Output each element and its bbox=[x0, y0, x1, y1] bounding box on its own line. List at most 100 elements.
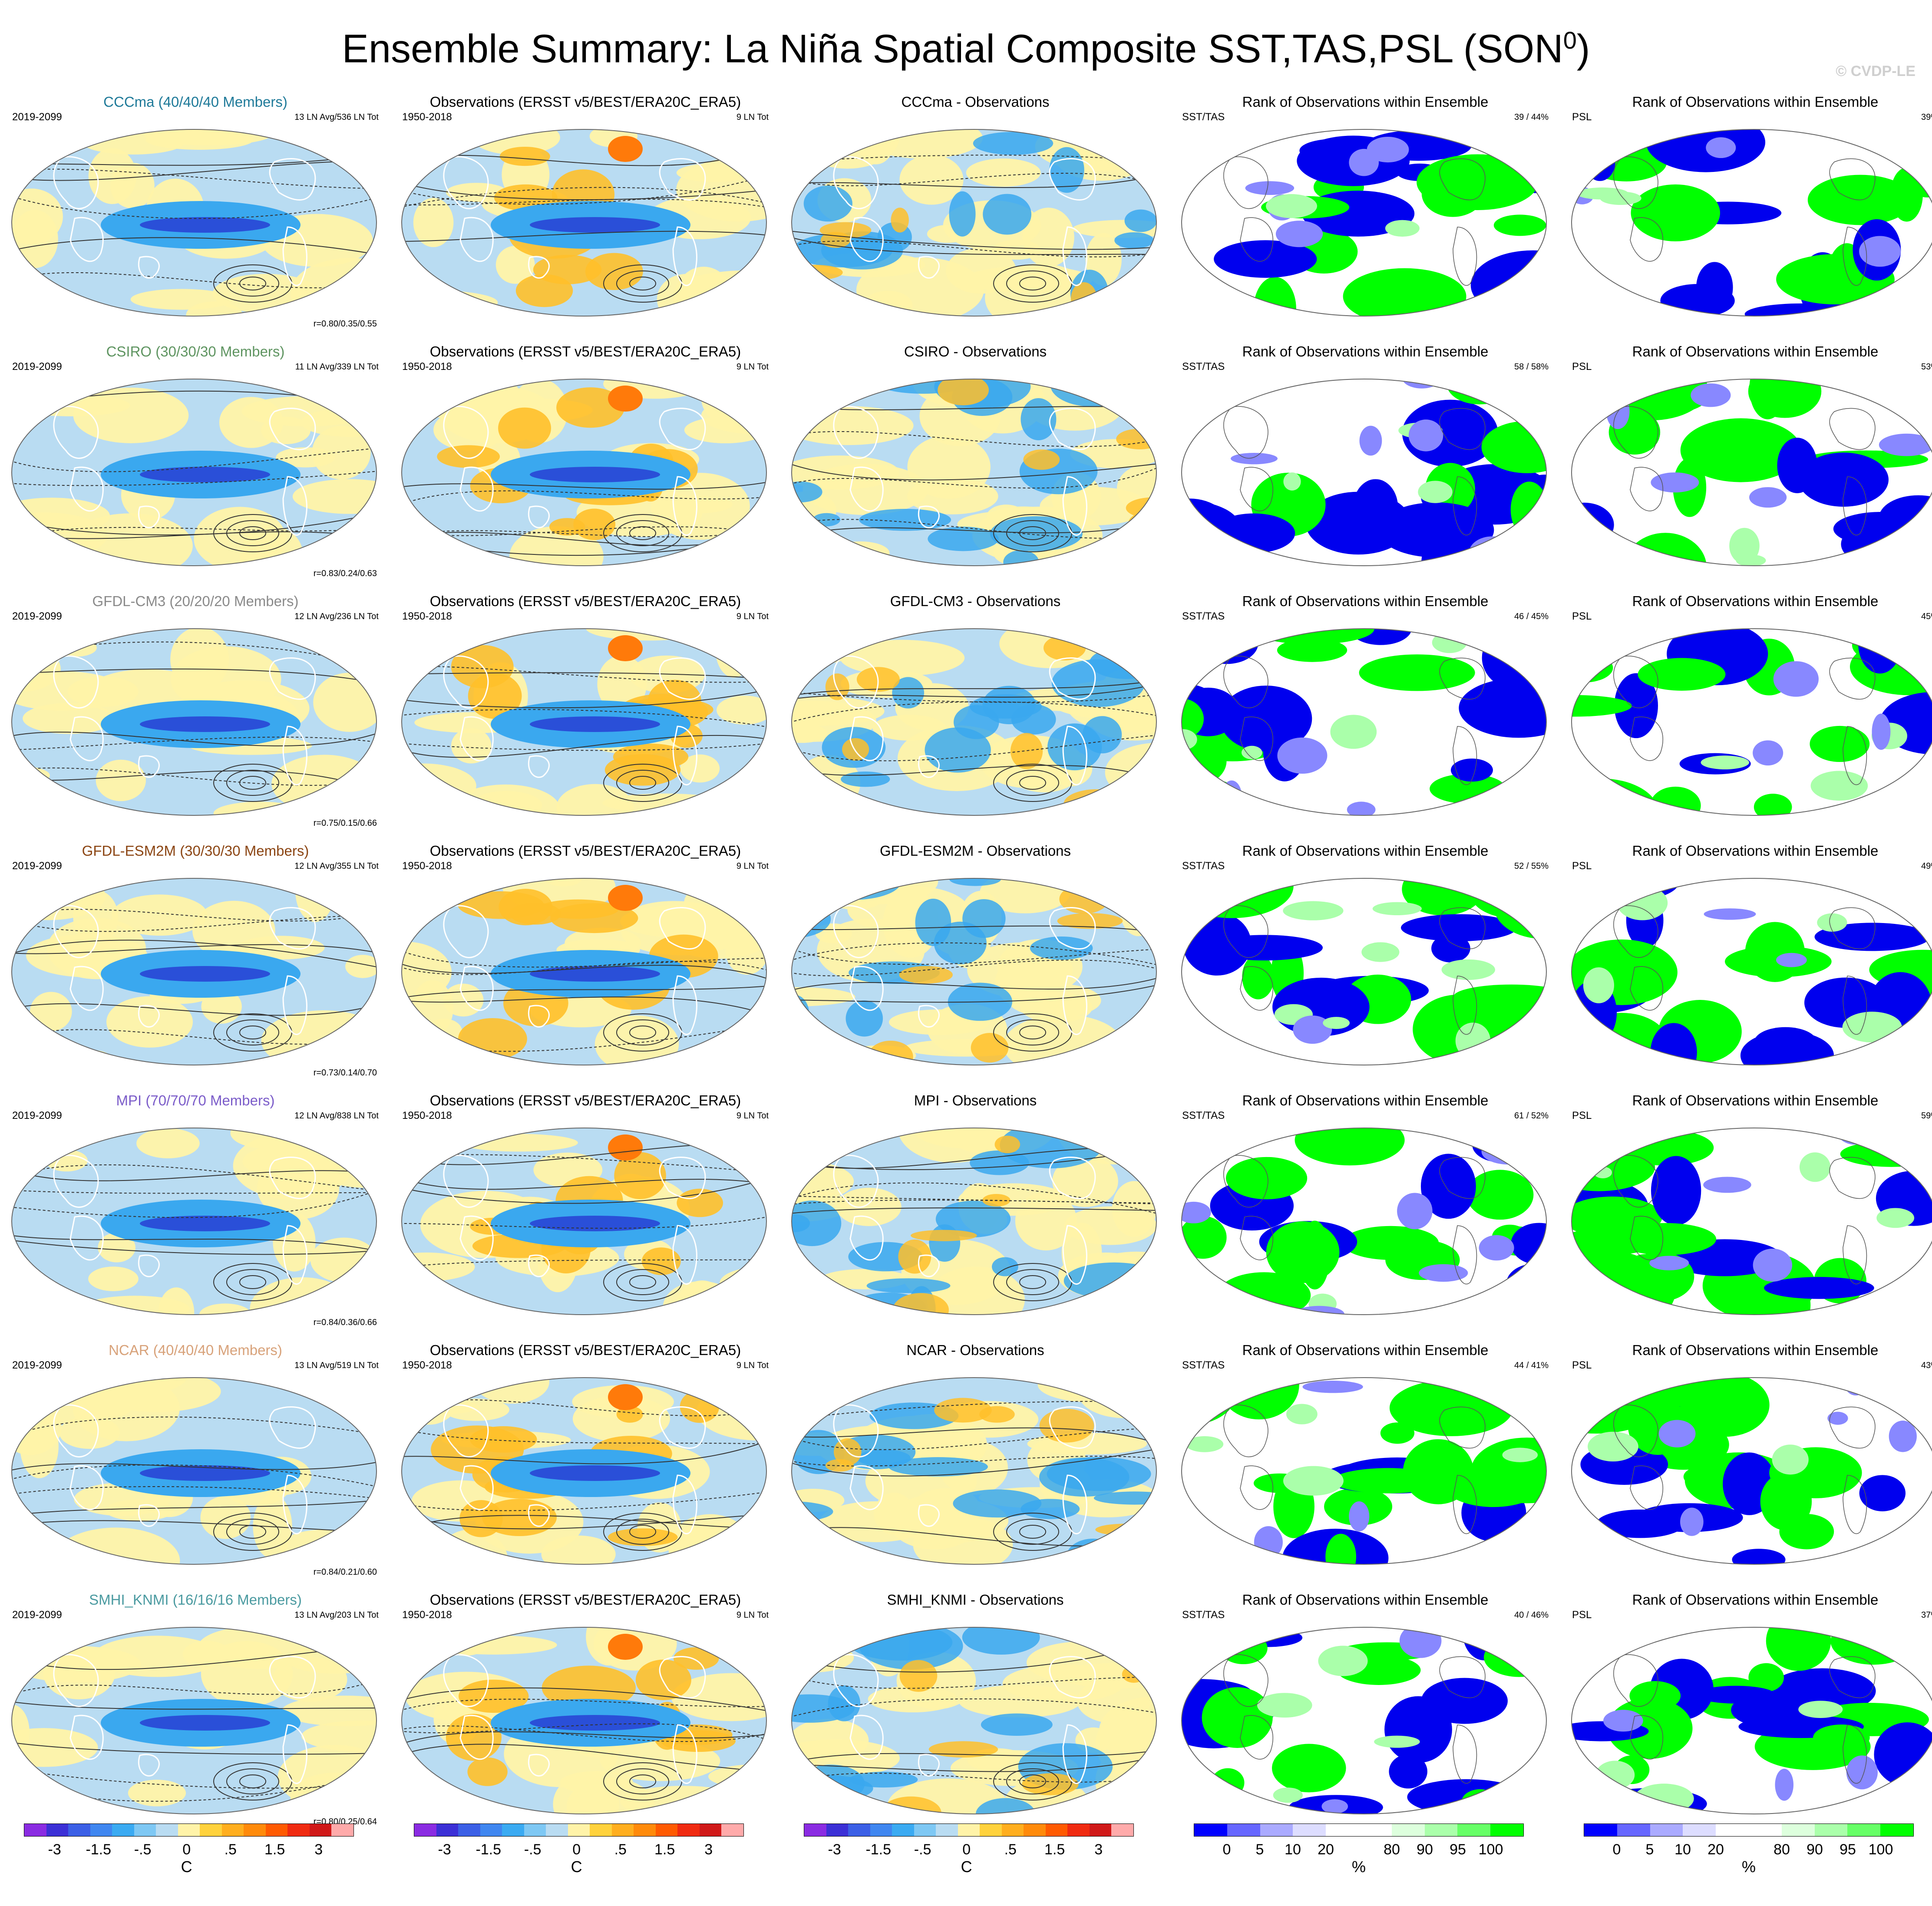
panel-title: CSIRO - Observations bbox=[904, 343, 1047, 359]
colorbar-swatch bbox=[655, 1824, 678, 1836]
map-panel-ens: MPI (70/70/70 Members) 2019-2099 12 LN Avg… bbox=[4, 1092, 386, 1342]
panel-title: CCCma - Observations bbox=[901, 94, 1050, 110]
colorbar-swatch bbox=[309, 1824, 332, 1836]
colorbar-tick: -.5 bbox=[524, 1841, 542, 1858]
colorbar-swatches bbox=[24, 1824, 354, 1837]
panel-title: MPI - Observations bbox=[914, 1092, 1037, 1108]
globe-map bbox=[400, 627, 769, 818]
globe-map bbox=[1179, 1126, 1549, 1317]
map-panel-ens: SMHI_KNMI (16/16/16 Members) 2019-2099 13 … bbox=[4, 1591, 386, 1841]
panel-variable: SST/TAS bbox=[1182, 610, 1225, 622]
colorbar-swatch bbox=[46, 1824, 69, 1836]
panel-percent: 40 / 46% bbox=[1514, 1610, 1549, 1620]
colorbar-swatch bbox=[1424, 1824, 1458, 1836]
colorbar-swatch bbox=[178, 1824, 200, 1836]
colorbar-swatch bbox=[936, 1824, 958, 1836]
map-panel-ens: CSIRO (30/30/30 Members) 2019-2099 11 LN A… bbox=[4, 343, 386, 593]
colorbar-swatch bbox=[634, 1824, 656, 1836]
colorbar-tick: -.5 bbox=[914, 1841, 931, 1858]
panel-percent: 61 / 52% bbox=[1514, 1111, 1549, 1121]
colorbar-swatch bbox=[1293, 1824, 1326, 1836]
globe-map bbox=[1179, 1625, 1549, 1816]
panel-title: Observations (ERSST v5/BEST/ERA20C_ERA5) bbox=[429, 843, 741, 859]
panel-counts: 12 LN Avg/838 LN Tot bbox=[294, 1111, 379, 1121]
colorbar-swatch bbox=[804, 1824, 826, 1836]
map-panel-rank2: Rank of Observations within Ensemble PSL 3… bbox=[1564, 93, 1932, 343]
map-panel-ens: GFDL-ESM2M (30/30/30 Members) 2019-2099 12… bbox=[4, 842, 386, 1092]
colorbar-rank: 0 5 10 20 80 90 95 100% bbox=[1584, 1824, 1914, 1884]
map-panel-rank2: Rank of Observations within Ensemble PSL 3… bbox=[1564, 1591, 1932, 1841]
panel-counts: 9 LN Tot bbox=[736, 861, 769, 871]
globe-map bbox=[1179, 377, 1549, 568]
colorbar-swatch bbox=[721, 1824, 743, 1836]
colorbar-tick: 3 bbox=[1094, 1841, 1103, 1858]
panel-title: Rank of Observations within Ensemble bbox=[1632, 343, 1879, 359]
colorbar-tick: 1.5 bbox=[264, 1841, 285, 1858]
panel-correlation: r=0.84/0.36/0.66 bbox=[313, 1318, 377, 1327]
colorbar-tick: 1.5 bbox=[654, 1841, 675, 1858]
colorbar-swatch bbox=[1111, 1824, 1133, 1836]
panel-title: Observations (ERSST v5/BEST/ERA20C_ERA5) bbox=[429, 343, 741, 359]
colorbar-tick: 0 bbox=[182, 1841, 191, 1858]
globe-map bbox=[10, 876, 379, 1067]
panel-title: MPI (70/70/70 Members) bbox=[116, 1092, 275, 1108]
globe-map bbox=[789, 876, 1159, 1067]
panel-title: Rank of Observations within Ensemble bbox=[1242, 843, 1489, 859]
globe-map bbox=[1569, 627, 1932, 818]
map-panel-diff: SMHI_KNMI - Observations bbox=[784, 1591, 1166, 1841]
map-panel-ens: GFDL-CM3 (20/20/20 Members) 2019-2099 12 L… bbox=[4, 593, 386, 842]
colorbar-temperature: -3 -1.5 -.5 0 .5 1.5 3 C bbox=[804, 1824, 1134, 1884]
panel-variable: PSL bbox=[1572, 361, 1592, 373]
colorbar-tick: 100 bbox=[1478, 1841, 1503, 1858]
colorbar-swatch bbox=[1490, 1824, 1523, 1836]
panel-percent: 37% bbox=[1921, 1610, 1932, 1620]
colorbar-tick: -.5 bbox=[134, 1841, 152, 1858]
map-panel-ens: CCCma (40/40/40 Members) 2019-2099 13 LN A… bbox=[4, 93, 386, 343]
colorbar-swatch bbox=[958, 1824, 980, 1836]
panel-counts: 12 LN Avg/355 LN Tot bbox=[294, 861, 379, 871]
map-panel-rank1: Rank of Observations within Ensemble SST/… bbox=[1174, 593, 1556, 842]
panel-years: 1950-2018 bbox=[402, 1110, 452, 1121]
panel-correlation: r=0.80/0.35/0.55 bbox=[313, 319, 377, 329]
panel-variable: SST/TAS bbox=[1182, 1609, 1225, 1621]
panel-title: SMHI_KNMI - Observations bbox=[887, 1592, 1064, 1608]
panel-title: Observations (ERSST v5/BEST/ERA20C_ERA5) bbox=[429, 94, 741, 110]
panel-years: 2019-2099 bbox=[12, 111, 62, 123]
panel-counts: 9 LN Tot bbox=[736, 112, 769, 122]
panel-title: SMHI_KNMI (16/16/16 Members) bbox=[89, 1592, 302, 1608]
colorbar-swatch bbox=[112, 1824, 134, 1836]
colorbar-swatch bbox=[914, 1824, 936, 1836]
panel-title: NCAR (40/40/40 Members) bbox=[109, 1342, 282, 1358]
colorbar-swatch bbox=[677, 1824, 700, 1836]
colorbar-swatch bbox=[436, 1824, 459, 1836]
page-title: Ensemble Summary: La Niña Spatial Compos… bbox=[342, 26, 1590, 71]
colorbar-swatch bbox=[1067, 1824, 1090, 1836]
map-panel-diff: MPI - Observations bbox=[784, 1092, 1166, 1342]
map-panel-rank1: Rank of Observations within Ensemble SST/… bbox=[1174, 1092, 1556, 1342]
globe-map bbox=[400, 1126, 769, 1317]
colorbar-swatch bbox=[68, 1824, 90, 1836]
colorbar-swatch bbox=[1457, 1824, 1491, 1836]
panel-years: 1950-2018 bbox=[402, 610, 452, 622]
panel-percent: 39% bbox=[1921, 112, 1932, 122]
panel-counts: 13 LN Avg/536 LN Tot bbox=[294, 112, 379, 122]
globe-map bbox=[789, 377, 1159, 568]
map-panel-diff: GFDL-CM3 - Observations bbox=[784, 593, 1166, 842]
colorbar-tick: 10 bbox=[1285, 1841, 1301, 1858]
colorbar-swatch bbox=[221, 1824, 244, 1836]
panel-correlation: r=0.75/0.15/0.66 bbox=[313, 818, 377, 828]
colorbar-tick: 95 bbox=[1450, 1841, 1466, 1858]
colorbar-unit: % bbox=[1741, 1858, 1756, 1876]
panel-counts: 13 LN Avg/203 LN Tot bbox=[294, 1610, 379, 1620]
colorbar-swatch bbox=[1814, 1824, 1848, 1836]
panel-percent: 59% bbox=[1921, 1111, 1932, 1121]
panel-percent: 58 / 58% bbox=[1514, 362, 1549, 372]
panel-percent: 39 / 44% bbox=[1514, 112, 1549, 122]
panel-title: Rank of Observations within Ensemble bbox=[1632, 843, 1879, 859]
colorbar-swatches bbox=[1584, 1824, 1914, 1837]
panel-years: 1950-2018 bbox=[402, 860, 452, 872]
map-panel-rank2: Rank of Observations within Ensemble PSL 4… bbox=[1564, 842, 1932, 1092]
colorbar-swatch bbox=[156, 1824, 178, 1836]
panel-title: CSIRO (30/30/30 Members) bbox=[106, 343, 285, 359]
colorbar-tick: -3 bbox=[48, 1841, 61, 1858]
